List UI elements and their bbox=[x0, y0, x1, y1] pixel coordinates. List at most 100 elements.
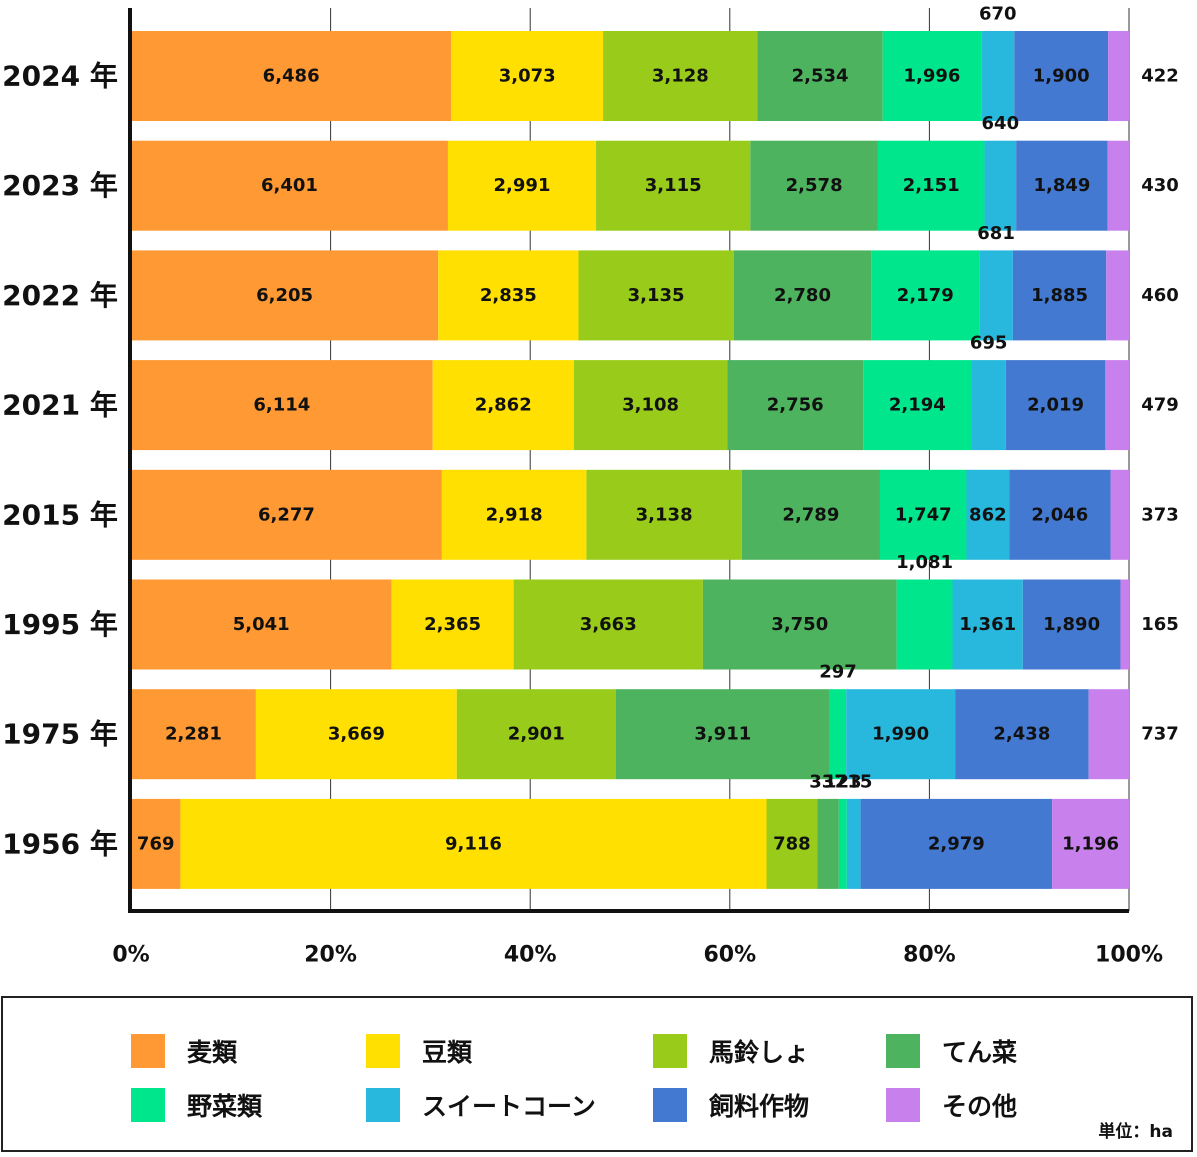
bar-segment bbox=[432, 360, 574, 451]
bar-segment bbox=[817, 798, 839, 889]
bar-segment bbox=[955, 689, 1089, 780]
legend-label: 豆類 bbox=[422, 1038, 473, 1067]
data-label: 2,151 bbox=[903, 175, 960, 196]
data-label: 1,996 bbox=[903, 66, 960, 87]
data-label: 3,115 bbox=[645, 175, 702, 196]
data-label: 3,128 bbox=[652, 66, 709, 87]
bar-segment bbox=[131, 31, 452, 121]
data-label: 1,849 bbox=[1033, 175, 1090, 196]
bar-segment bbox=[984, 140, 1017, 231]
x-tick-label: 0% bbox=[112, 943, 149, 968]
data-label: 479 bbox=[1141, 395, 1179, 416]
data-label: 1,900 bbox=[1033, 66, 1090, 87]
bar-segment bbox=[586, 469, 742, 560]
legend-label: 馬鈴しょ bbox=[709, 1038, 810, 1067]
legend-item: 野菜類 bbox=[131, 1088, 262, 1122]
data-label: 6,401 bbox=[261, 175, 318, 196]
bar-segment bbox=[860, 798, 1053, 889]
data-label: 2,281 bbox=[165, 724, 222, 745]
data-label: 3,073 bbox=[499, 66, 556, 87]
axes bbox=[128, 8, 1129, 913]
bar-segment bbox=[513, 579, 703, 670]
legend-label: てん菜 bbox=[942, 1038, 1018, 1067]
bar-segment bbox=[131, 360, 433, 451]
data-label: 788 bbox=[773, 833, 811, 854]
data-label: 2,780 bbox=[774, 285, 831, 306]
bar-segment bbox=[180, 798, 767, 889]
data-label: 681 bbox=[977, 223, 1015, 244]
data-label: 2,046 bbox=[1031, 504, 1088, 525]
data-label: 3,138 bbox=[636, 504, 693, 525]
data-label: 123 bbox=[824, 771, 862, 792]
data-label: 2,991 bbox=[494, 175, 551, 196]
y-category-label: 2022 年 bbox=[2, 279, 118, 312]
bar-segment bbox=[573, 360, 728, 451]
bar-segment bbox=[896, 579, 953, 670]
legend-item: 飼料作物 bbox=[653, 1088, 809, 1122]
legend-swatch bbox=[653, 1034, 687, 1068]
data-label: 2,194 bbox=[889, 395, 946, 416]
data-label: 2,835 bbox=[480, 285, 537, 306]
bar-segment bbox=[727, 360, 864, 451]
data-label: 460 bbox=[1141, 285, 1179, 306]
bar-segment bbox=[766, 798, 818, 889]
data-label: 1,990 bbox=[872, 724, 929, 745]
data-label: 3,911 bbox=[694, 724, 751, 745]
bar-segment bbox=[971, 360, 1006, 451]
bar-segment bbox=[131, 689, 256, 780]
data-label: 2,438 bbox=[993, 724, 1050, 745]
data-label: 695 bbox=[970, 333, 1008, 354]
y-category-label: 2021 年 bbox=[2, 389, 118, 422]
bar-segment bbox=[979, 250, 1013, 341]
legend-swatch bbox=[886, 1088, 920, 1122]
bar-segment bbox=[456, 689, 616, 780]
bar-segment bbox=[391, 579, 514, 670]
data-label: 6,114 bbox=[253, 395, 310, 416]
y-category-label: 1995 年 bbox=[2, 608, 118, 641]
bar-segment bbox=[1120, 579, 1129, 670]
bar-segment bbox=[131, 250, 439, 341]
legend-item: スイートコーン bbox=[366, 1088, 596, 1122]
bar-segment bbox=[757, 31, 883, 121]
data-label: 2,789 bbox=[782, 504, 839, 525]
legend-swatch bbox=[131, 1088, 165, 1122]
bar-segment bbox=[1012, 250, 1107, 341]
y-category-label: 1975 年 bbox=[2, 718, 118, 751]
bar-segment bbox=[451, 31, 604, 121]
y-category-label: 2015 年 bbox=[2, 498, 118, 531]
data-label: 2,578 bbox=[786, 175, 843, 196]
legend-label: 麦類 bbox=[187, 1038, 238, 1067]
bar-segment bbox=[877, 140, 985, 231]
data-label: 769 bbox=[137, 833, 175, 854]
legend: 麦類 豆類 馬鈴しょ てん菜 野菜類 スイートコーン 飼料作物 その他 単位：ha bbox=[1, 996, 1193, 1152]
legend-label: その他 bbox=[942, 1092, 1018, 1121]
legend-swatch bbox=[653, 1088, 687, 1122]
bar-segment bbox=[1110, 469, 1129, 560]
legend-swatch bbox=[366, 1088, 400, 1122]
bar-segment bbox=[1005, 360, 1106, 451]
data-label: 165 bbox=[1141, 614, 1179, 635]
bar-segment bbox=[1088, 689, 1129, 780]
bar-segment bbox=[131, 798, 181, 889]
data-label: 1,747 bbox=[895, 504, 952, 525]
data-label: 215 bbox=[835, 771, 873, 792]
bar-segment bbox=[578, 250, 734, 341]
data-label: 1,890 bbox=[1043, 614, 1100, 635]
bar-segment bbox=[871, 250, 980, 341]
bar-segment bbox=[1107, 140, 1129, 231]
bar-segment bbox=[1108, 31, 1129, 121]
bar-segment bbox=[838, 798, 847, 889]
data-label: 1,081 bbox=[896, 552, 953, 573]
data-label: 3,135 bbox=[628, 285, 685, 306]
legend-item: その他 bbox=[886, 1088, 1017, 1122]
data-label: 297 bbox=[819, 662, 857, 683]
bar-segment bbox=[981, 31, 1015, 121]
bar-segment bbox=[882, 31, 982, 121]
data-label: 1,361 bbox=[959, 614, 1016, 635]
bar-segment bbox=[131, 579, 392, 670]
data-label: 2,365 bbox=[424, 614, 481, 635]
bar-segment bbox=[441, 469, 587, 560]
data-label: 3,669 bbox=[328, 724, 385, 745]
x-tick-label: 60% bbox=[703, 943, 756, 968]
data-label: 2,901 bbox=[508, 724, 565, 745]
